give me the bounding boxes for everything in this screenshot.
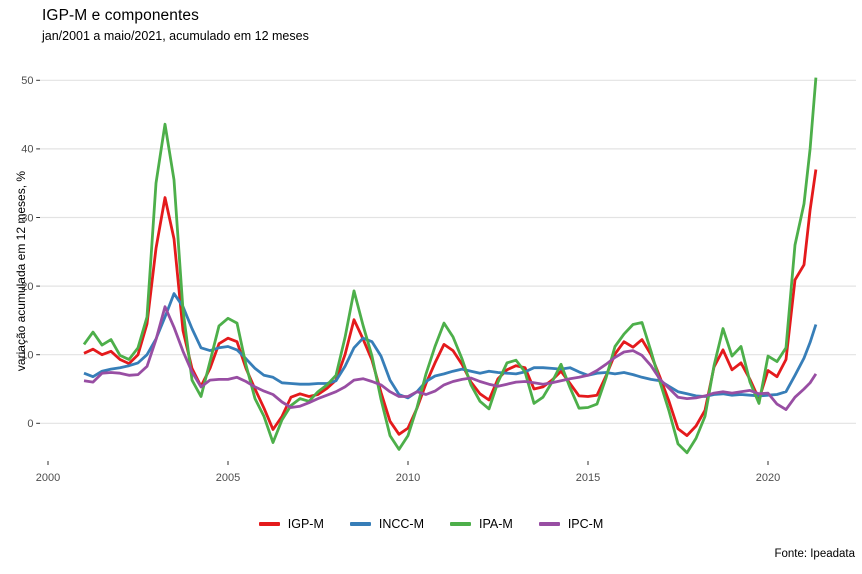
x-tick-label: 2010 (396, 472, 420, 484)
legend-swatch-igpm (258, 522, 280, 526)
y-tick-label: 20 (21, 281, 33, 293)
legend-item-ipam: IPA-M (450, 517, 513, 531)
legend-label-ipam: IPA-M (479, 517, 513, 531)
legend-item-inccm: INCC-M (349, 517, 425, 531)
legend-label-ipcm: IPC-M (567, 517, 604, 531)
legend-label-igpm: IGP-M (287, 517, 324, 531)
x-tick-label: 2000 (36, 472, 60, 484)
chart-subtitle: jan/2001 a maio/2021, acumulado em 12 me… (42, 29, 309, 43)
legend: IGP-M INCC-M IPA-M IPC-M (0, 517, 862, 531)
legend-item-igpm: IGP-M (258, 517, 324, 531)
chart-title: IGP-M e componentes (42, 7, 199, 24)
x-tick-label: 2020 (756, 472, 780, 484)
legend-label-inccm: INCC-M (378, 517, 425, 531)
legend-swatch-ipcm (538, 522, 560, 526)
legend-swatch-inccm (349, 522, 371, 526)
x-tick-label: 2005 (216, 472, 240, 484)
series-line-ipcm (83, 305, 818, 412)
x-tick-label: 2015 (576, 472, 600, 484)
legend-item-ipcm: IPC-M (538, 517, 604, 531)
y-tick-label: 30 (21, 212, 33, 224)
y-tick-label: 40 (21, 144, 33, 156)
series-line-ipam (82, 77, 818, 455)
y-tick-label: 10 (21, 350, 33, 362)
y-tick-label: 0 (27, 418, 33, 430)
source-caption: Fonte: Ipeadata (774, 548, 855, 560)
y-tick-label: 50 (21, 75, 33, 87)
legend-swatch-ipam (450, 522, 472, 526)
y-axis-title: variação acumulada em 12 meses, % (14, 170, 28, 372)
